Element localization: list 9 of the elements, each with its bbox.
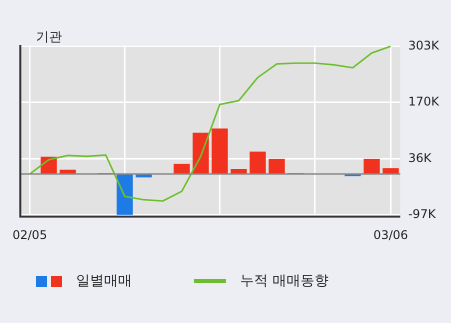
- y-tick-label: 170K: [408, 94, 440, 108]
- y-tick-label: 36K: [408, 150, 432, 165]
- legend-label: 누적 매매동향: [240, 272, 328, 290]
- y-tick-label: 303K: [408, 38, 440, 52]
- x-tick-label: 03/06: [373, 228, 408, 242]
- chart-title: 기관: [36, 29, 62, 46]
- y-tick-label: -97K: [408, 207, 437, 222]
- x-tick-label: 02/05: [12, 228, 48, 242]
- legend-label: 일별매매: [76, 272, 132, 290]
